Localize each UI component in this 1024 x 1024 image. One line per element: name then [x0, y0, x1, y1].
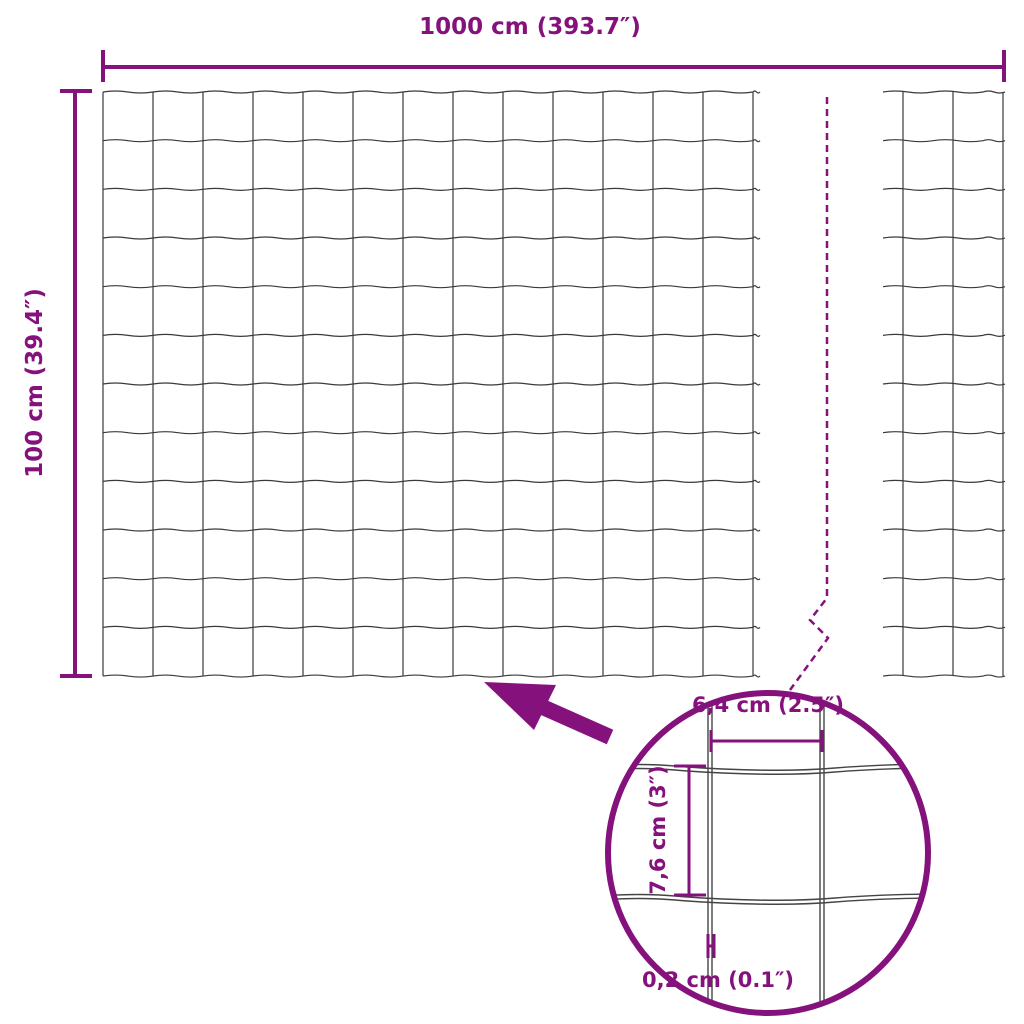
- height-dimension-line: [60, 89, 92, 678]
- horizontal-wire: [102, 333, 761, 337]
- roll-break-line: [788, 97, 830, 691]
- horizontal-wire: [102, 236, 761, 240]
- horizontal-wire: [882, 674, 1006, 678]
- horizontal-wire: [882, 236, 1006, 240]
- horizontal-wire: [102, 187, 761, 191]
- fence-mesh-end: [882, 90, 1006, 678]
- horizontal-wire: [882, 139, 1006, 143]
- horizontal-wire: [102, 382, 761, 386]
- horizontal-wire: [102, 285, 761, 289]
- horizontal-wire: [882, 382, 1006, 386]
- horizontal-wire: [882, 577, 1006, 581]
- zoom-arrow-icon: [484, 682, 614, 745]
- horizontal-wire: [882, 90, 1006, 94]
- length-label: 1000 cm (393.7″): [419, 14, 641, 40]
- horizontal-wire: [102, 625, 761, 629]
- mesh-height-label: 7,6 cm (3″): [646, 765, 670, 894]
- horizontal-wire: [102, 139, 761, 143]
- horizontal-wire: [102, 479, 761, 483]
- horizontal-wire: [102, 431, 761, 435]
- length-dimension-line: [101, 50, 1006, 82]
- height-label: 100 cm (39.4″): [22, 288, 48, 478]
- horizontal-wire: [882, 333, 1006, 337]
- mesh-detail-magnifier: 6,4 cm (2.5″) 7,6 cm (3″) 0,2 cm (0.1″): [605, 690, 931, 1016]
- horizontal-wire: [882, 431, 1006, 435]
- horizontal-wire: [882, 479, 1006, 483]
- horizontal-wire: [102, 90, 761, 94]
- horizontal-wire: [102, 528, 761, 532]
- horizontal-wire: [882, 528, 1006, 532]
- horizontal-wire: [882, 285, 1006, 289]
- horizontal-wire: [882, 625, 1006, 629]
- wire-thickness-label: 0,2 cm (0.1″): [642, 968, 794, 992]
- fence-mesh-main: [102, 90, 761, 678]
- mesh-width-label: 6,4 cm (2.5″): [692, 693, 844, 717]
- horizontal-wire: [882, 187, 1006, 191]
- horizontal-wire: [102, 674, 761, 678]
- horizontal-wire: [102, 577, 761, 581]
